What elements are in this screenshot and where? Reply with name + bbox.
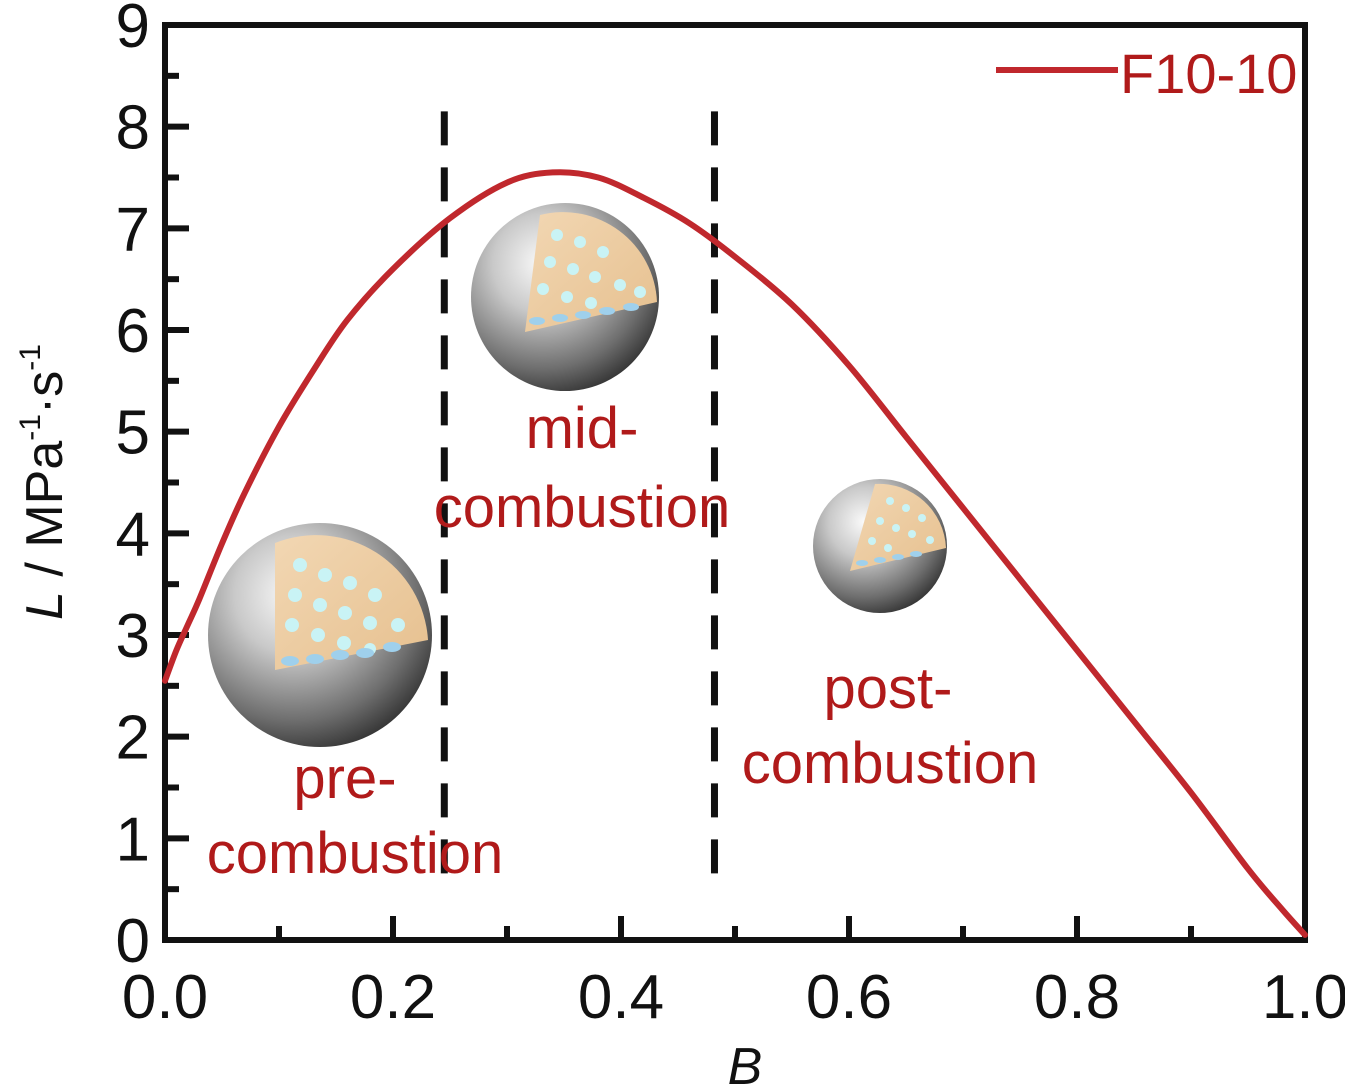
- svg-text:L / MPa-1·s-1: L / MPa-1·s-1: [14, 344, 74, 620]
- sphere-mid-combustion-icon: [471, 203, 659, 391]
- y-tick-label: 4: [116, 500, 150, 569]
- x-tick-label: 0.6: [806, 963, 892, 1032]
- phase-label-pre-line2: combustion: [207, 821, 504, 886]
- y-tick-label: 6: [116, 297, 150, 366]
- series-line-layer: [162, 169, 1308, 938]
- series-line-f10-10: [162, 169, 1308, 938]
- y-axis-title-unit-2: ·s: [16, 371, 74, 414]
- legend: F10-10: [996, 42, 1297, 105]
- x-tick-label: 0.0: [122, 963, 208, 1032]
- y-axis-title-symbol: L: [16, 591, 74, 620]
- x-tick-label: 0.4: [578, 963, 664, 1032]
- y-tick-label: 8: [116, 94, 150, 163]
- phase-label-pre-line1: pre-: [293, 746, 396, 811]
- sphere-pre-combustion-icon: [208, 523, 432, 747]
- x-tick-label: 0.8: [1034, 963, 1120, 1032]
- y-tick-label: 7: [116, 195, 150, 264]
- y-tick-label: 3: [116, 602, 150, 671]
- phase-label-mid-line2: combustion: [434, 475, 731, 540]
- legend-label: F10-10: [1120, 42, 1297, 105]
- sphere-post-combustion-icon: [813, 479, 947, 613]
- x-axis-ticks: [162, 916, 1308, 940]
- phase-label-post-line1: post-: [824, 656, 953, 721]
- x-axis-title: B: [728, 1038, 763, 1087]
- y-tick-label: 5: [116, 399, 150, 468]
- y-axis-title-unit-1: / MPa: [16, 441, 74, 591]
- y-axis-title: L / MPa-1·s-1: [14, 344, 74, 620]
- x-axis-tick-labels: 0.0 0.2 0.4 0.6 0.8 1.0: [122, 963, 1345, 1032]
- x-tick-label: 1.0: [1262, 963, 1345, 1032]
- y-axis-title-exp-1: -1: [14, 414, 47, 441]
- phase-label-mid-line1: mid-: [526, 396, 639, 461]
- plot-frame: [162, 22, 1308, 943]
- y-tick-label: 0: [116, 907, 150, 976]
- y-axis-tick-labels: 0 1 2 3 4 5 6 7 8 9: [116, 0, 150, 976]
- phase-label-post-line2: combustion: [742, 731, 1039, 796]
- y-tick-label: 2: [116, 704, 150, 773]
- y-tick-label: 9: [116, 0, 150, 61]
- y-axis-ticks: [165, 22, 189, 943]
- y-tick-label: 1: [116, 805, 150, 874]
- y-axis-title-exp-2: -1: [14, 344, 47, 371]
- x-tick-label: 0.2: [350, 963, 436, 1032]
